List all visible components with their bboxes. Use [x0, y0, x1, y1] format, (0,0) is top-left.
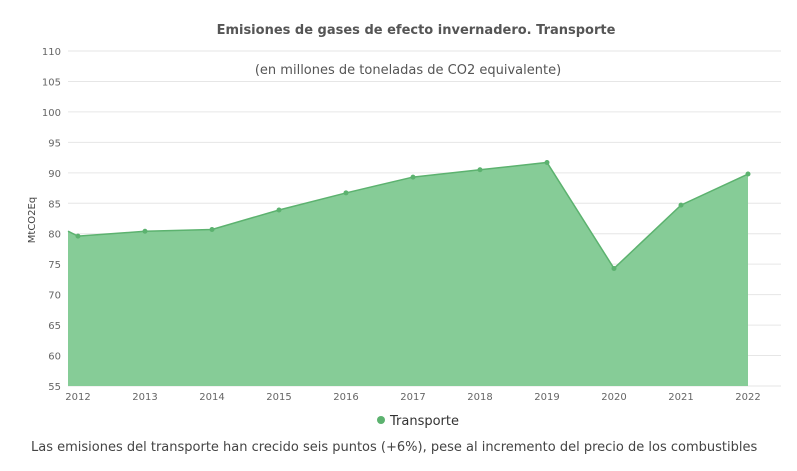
x-tick-label: 2016 — [333, 392, 358, 403]
y-tick-label: 55 — [48, 382, 61, 393]
y-tick-label: 90 — [48, 169, 61, 180]
data-point[interactable] — [209, 226, 215, 232]
data-point[interactable] — [410, 174, 416, 180]
y-axis-ticks: 55 60 65 70 75 80 85 90 95 100 105 110 — [42, 47, 61, 393]
x-axis-ticks: 2012 2013 2014 2015 2016 2017 2018 2019 2020 2021… — [65, 392, 760, 403]
data-point[interactable] — [678, 202, 684, 208]
y-tick-label: 60 — [48, 352, 61, 363]
data-point[interactable] — [75, 233, 81, 239]
y-tick-label: 110 — [42, 47, 61, 58]
series-points — [75, 159, 751, 271]
chart-title: Emisiones de gases de efecto invernadero… — [217, 23, 616, 38]
data-point[interactable] — [544, 159, 550, 165]
data-point[interactable] — [142, 228, 148, 234]
data-point[interactable] — [611, 265, 617, 271]
y-tick-label: 105 — [42, 77, 61, 88]
x-tick-label: 2019 — [534, 392, 559, 403]
y-axis-label: MtCO2Eq — [27, 197, 38, 243]
data-point[interactable] — [343, 190, 349, 196]
x-tick-label: 2021 — [668, 392, 693, 403]
area-line — [67, 161, 749, 270]
area-fill — [68, 162, 748, 386]
chart-subtitle: (en millones de toneladas de CO2 equival… — [255, 63, 561, 78]
y-tick-label: 65 — [48, 321, 61, 332]
y-tick-label: 95 — [48, 138, 61, 149]
data-point[interactable] — [276, 207, 282, 213]
legend-marker — [377, 416, 385, 424]
x-tick-label: 2013 — [132, 392, 157, 403]
data-point[interactable] — [477, 167, 483, 173]
x-tick-label: 2022 — [735, 392, 760, 403]
y-tick-label: 85 — [48, 199, 61, 210]
y-tick-label: 100 — [42, 108, 61, 119]
x-tick-label: 2017 — [400, 392, 425, 403]
y-tick-label: 70 — [48, 291, 61, 302]
data-point[interactable] — [745, 171, 751, 177]
series-area — [67, 161, 749, 386]
x-tick-label: 2015 — [266, 392, 291, 403]
x-tick-label: 2012 — [65, 392, 90, 403]
legend-label: Transporte — [389, 414, 459, 429]
x-tick-label: 2020 — [601, 392, 626, 403]
x-tick-label: 2018 — [467, 392, 492, 403]
legend[interactable]: Transporte — [377, 414, 459, 429]
chart-caption: Las emisiones del transporte han crecido… — [31, 440, 758, 455]
y-tick-label: 75 — [48, 260, 61, 271]
area-chart: Emisiones de gases de efecto invernadero… — [27, 23, 781, 429]
x-tick-label: 2014 — [199, 392, 224, 403]
y-tick-label: 80 — [48, 230, 61, 241]
